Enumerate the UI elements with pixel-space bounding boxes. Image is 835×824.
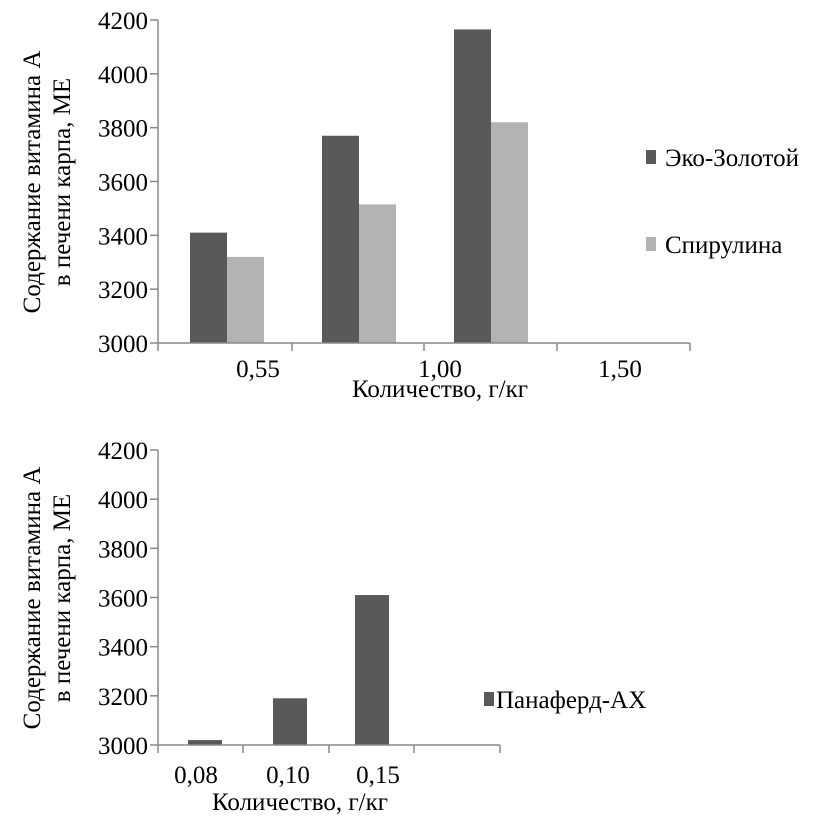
x-tick-label: 0,10 (266, 762, 310, 789)
chart-bottom-ylabel-line2: в печени карпа, МЕ (49, 494, 76, 702)
legend-label-panaferd: Панаферд-АХ (496, 687, 646, 714)
legend-swatch-panaferd (484, 692, 494, 706)
x-tick-label: 0,55 (236, 356, 280, 383)
x-tick-label: 0,15 (356, 762, 400, 789)
bar-Эко-Золотой-0 (190, 232, 227, 343)
chart-bottom-xlabel: Количество, г/кг (212, 789, 388, 816)
bar-Эко-Золотой-1 (322, 135, 359, 343)
y-tick-label: 4200 (98, 8, 148, 35)
y-tick-label: 4200 (98, 438, 148, 465)
bar-Спирулина-1 (359, 204, 396, 343)
y-tick-label: 3000 (98, 331, 148, 358)
y-tick-label: 3800 (98, 536, 148, 563)
chart-top-xlabel: Количество, г/кг (352, 376, 528, 403)
y-tick-label: 3600 (98, 170, 148, 197)
bar-Панаферд-АХ-0 (188, 740, 222, 745)
y-tick-label: 4000 (98, 62, 148, 89)
chart-bottom: Содержание витамина А в печени карпа, МЕ… (19, 438, 646, 816)
bar-Панаферд-АХ-1 (273, 698, 307, 745)
y-tick-label: 3000 (98, 733, 148, 760)
chart-top-ylabel-line1: Содержание витамина А (19, 51, 46, 314)
x-tick-label: 1,00 (418, 356, 462, 383)
y-tick-label: 4000 (98, 487, 148, 514)
y-tick-label: 3200 (98, 684, 148, 711)
chart-top-ylabel-line2: в печени карпа, МЕ (49, 78, 76, 286)
bar-Спирулина-2 (491, 122, 528, 344)
bar-Спирулина-0 (227, 256, 264, 343)
y-tick-label: 3800 (98, 116, 148, 143)
chart-bottom-ylabel-line1: Содержание витамина А (19, 467, 46, 730)
y-tick-label: 3600 (98, 586, 148, 613)
legend-swatch-eko-zolotoy (646, 150, 656, 164)
x-tick-label: 1,50 (598, 356, 642, 383)
chart-top: Содержание витамина А в печени карпа, МЕ… (19, 8, 799, 403)
legend-swatch-spirulina (646, 237, 656, 251)
legend-label-spirulina: Спирулина (665, 232, 782, 259)
y-tick-label: 3400 (98, 223, 148, 250)
y-tick-label: 3400 (98, 635, 148, 662)
bar-Эко-Золотой-2 (454, 29, 491, 343)
legend-label-eko-zolotoy: Эко-Золотой (665, 145, 799, 172)
y-tick-label: 3200 (98, 277, 148, 304)
x-tick-label: 0,08 (174, 762, 218, 789)
bar-Панаферд-АХ-2 (355, 595, 389, 745)
